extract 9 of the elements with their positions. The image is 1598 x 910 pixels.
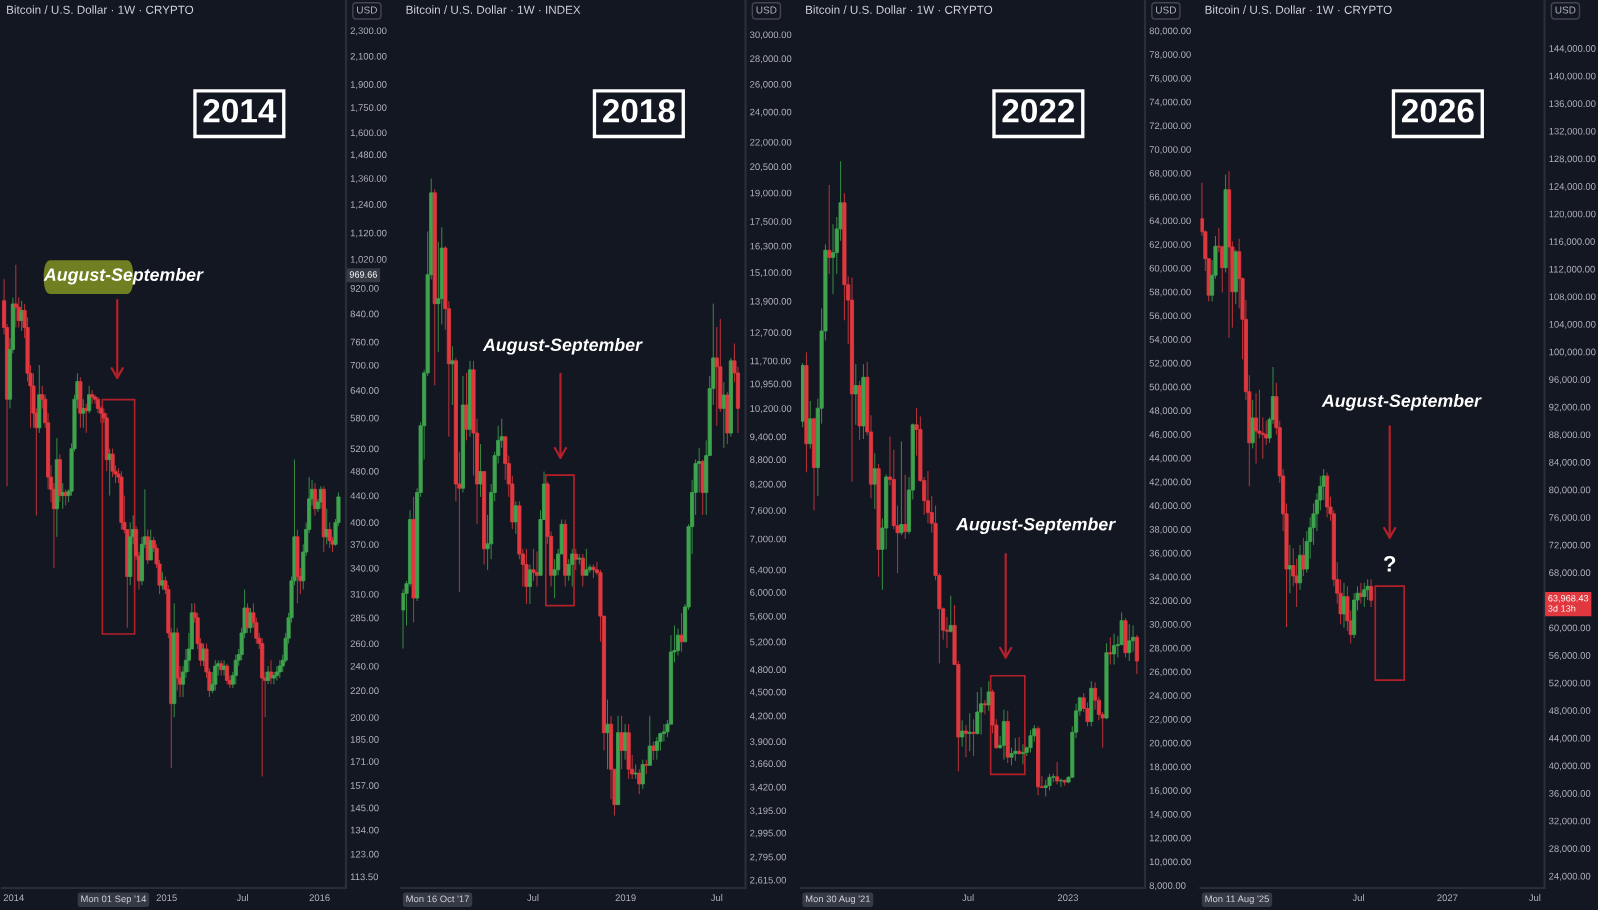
annotation: August-September (482, 338, 643, 355)
annotation: ? (1383, 555, 1396, 572)
text: 2018 (602, 99, 675, 123)
text: 2026 (1401, 99, 1474, 123)
text: 2014 (203, 99, 277, 123)
annotation: August-September (1321, 393, 1482, 411)
text: 2022 (1002, 99, 1075, 123)
annotation: August-September (43, 267, 204, 285)
annotation: August-September (955, 517, 1116, 534)
